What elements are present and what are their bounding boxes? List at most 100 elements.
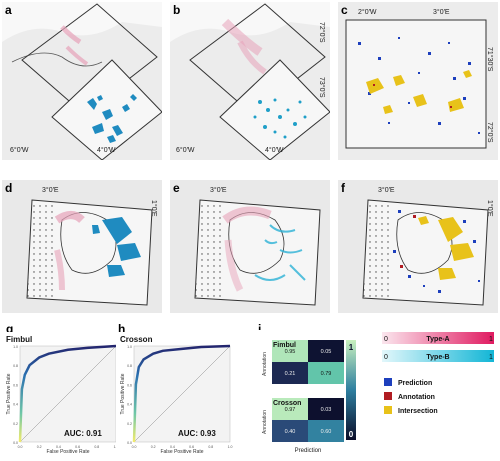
x-tick-label: 0.8	[94, 445, 99, 449]
panel-f: 3°0'E 1°0'E f	[338, 180, 498, 313]
y-tick-label: 0.0	[13, 441, 18, 445]
auc-label: AUC: 0.91	[64, 429, 102, 438]
map-c: 2°0'W 3°0'E 71°30'S 72°0'S	[338, 2, 498, 160]
x-tick-label: 0.6	[189, 445, 194, 449]
confusion-block-title: Crosson	[273, 400, 301, 407]
x-tick-label: 0.2	[151, 445, 156, 449]
y-tick-label: 0.8	[13, 364, 18, 368]
coord-label: 2°0'W	[358, 8, 377, 16]
coord-label: 72°0'S	[318, 22, 326, 43]
intersection-swatch	[384, 406, 392, 414]
coord-label: 72°0'S	[486, 122, 494, 143]
y-tick-label: 1.0	[127, 345, 132, 349]
type-b-colorbar	[382, 350, 494, 362]
panel-a: 6°0'W 4°0'W a	[2, 2, 162, 160]
legend-item-intersection: Intersection	[398, 408, 438, 415]
confusion-matrix: 0.95 0.05 0.21 0.79 Fimbul Annotation 0.97 0.03…	[258, 330, 366, 455]
colorbar-max: 1	[349, 343, 354, 352]
type-b-max: 1	[489, 354, 493, 361]
confusion-value: 0.21	[285, 371, 296, 377]
panel-label: b	[173, 3, 181, 17]
confusion-cell	[272, 420, 308, 442]
y-tick-label: 0.0	[127, 441, 132, 445]
confusion-value: 0.95	[285, 349, 296, 355]
panel-c: 2°0'W 3°0'E 71°30'S 72°0'S c	[338, 2, 498, 160]
type-b-min: 0	[384, 354, 388, 361]
type-a-label: Type-A	[426, 336, 449, 343]
legend: 0 Type-A 1 0 Type-B 1 Prediction Annotat…	[378, 326, 498, 456]
x-axis-label: False Positive Rate	[160, 449, 203, 455]
x-axis-label: False Positive Rate	[46, 449, 89, 455]
annotation-swatch	[384, 392, 392, 400]
confusion-value: 0.03	[321, 407, 332, 413]
coord-label: 4°0'W	[265, 146, 284, 154]
x-tick-label: 0.6	[75, 445, 80, 449]
colorbar	[346, 340, 356, 440]
x-tick-label: 0.4	[170, 445, 175, 449]
map-b: 6°0'W 4°0'W 73°0'S 72°0'S	[170, 2, 330, 160]
panel-label: c	[341, 3, 348, 17]
confusion-cell	[308, 340, 344, 362]
roc-chart-fimbul: Fimbul AUC: 0.91 False Positive Rate Tru…	[2, 332, 120, 455]
type-a-max: 1	[489, 336, 493, 343]
coord-label: 4°0'W	[97, 146, 116, 154]
roc-chart-crosson: Crosson AUC: 0.93 False Positive Rate Tr…	[116, 332, 234, 455]
map-e: 3°0'E	[170, 180, 330, 313]
y-tick-label: 0.6	[13, 383, 18, 387]
roc-curve	[18, 344, 117, 443]
y-axis-label: True Positive Rate	[120, 373, 126, 414]
panel-label: g	[6, 322, 14, 336]
x-tick-label: 0.0	[18, 445, 23, 449]
confusion-block-title: Fimbul	[273, 342, 296, 349]
confusion-cell	[308, 420, 344, 442]
panel-label: d	[5, 181, 13, 195]
roc-title: Crosson	[120, 335, 153, 344]
panel-d: 3°0'E 1°0'E d	[2, 180, 162, 313]
y-axis-label: Annotation	[262, 352, 268, 376]
coord-label: 3°0'E	[433, 8, 450, 16]
x-tick-label: 1.0	[228, 445, 233, 449]
y-tick-label: 0.2	[13, 422, 18, 426]
x-tick-label: 0.8	[208, 445, 213, 449]
type-a-colorbar	[382, 332, 494, 344]
panel-label: i	[258, 322, 262, 336]
coord-label: 1°0'E	[486, 200, 494, 217]
type-a-min: 0	[384, 336, 388, 343]
x-tick-label: 0.0	[132, 445, 137, 449]
coord-label: 3°0'E	[378, 186, 395, 194]
colorbar-min: 0	[349, 430, 354, 439]
roc-title: Fimbul	[6, 335, 32, 344]
y-tick-label: 0.2	[127, 422, 132, 426]
map-d: 3°0'E 1°0'E	[2, 180, 162, 313]
x-axis-label: Prediction	[295, 448, 322, 454]
confusion-value: 0.97	[285, 407, 296, 413]
confusion-cell	[308, 398, 344, 420]
y-axis-label: Annotation	[262, 410, 268, 434]
confusion-value: 0.05	[321, 349, 332, 355]
panel-label: f	[341, 181, 345, 195]
confusion-value: 0.79	[321, 371, 332, 377]
y-tick-label: 0.4	[13, 403, 18, 407]
panel-label: h	[118, 322, 126, 336]
legend-item-prediction: Prediction	[398, 380, 432, 387]
coord-label: 6°0'W	[10, 146, 29, 154]
confusion-cell	[272, 340, 308, 362]
panel-b: 6°0'W 4°0'W 73°0'S 72°0'S b	[170, 2, 330, 160]
legend-graphic: 0 Type-A 1 0 Type-B 1 Prediction Annotat…	[382, 332, 494, 415]
diagonal-reference	[19, 345, 117, 443]
confusion-cell	[272, 398, 308, 420]
y-tick-label: 1.0	[13, 345, 18, 349]
x-tick-label: 0.4	[56, 445, 61, 449]
y-tick-label: 0.4	[127, 403, 132, 407]
coord-label: 3°0'E	[42, 186, 59, 194]
type-b-label: Type-B	[426, 354, 449, 361]
coord-label: 1°0'E	[150, 200, 158, 217]
prediction-swatch	[384, 378, 392, 386]
y-tick-label: 0.8	[127, 364, 132, 368]
panel-label: a	[5, 3, 12, 17]
coord-label: 3°0'E	[210, 186, 227, 194]
roc-curve	[132, 344, 231, 443]
coord-label: 73°0'S	[318, 77, 326, 98]
y-tick-label: 0.6	[127, 383, 132, 387]
auc-label: AUC: 0.93	[178, 429, 216, 438]
